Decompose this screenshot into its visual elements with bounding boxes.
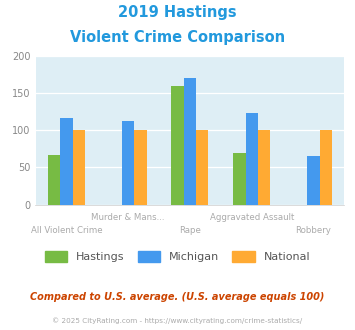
Bar: [258, 130, 270, 205]
Bar: [196, 130, 208, 205]
Text: Murder & Mans...: Murder & Mans...: [91, 213, 165, 222]
Text: Aggravated Assault: Aggravated Assault: [209, 213, 294, 222]
Text: Violent Crime Comparison: Violent Crime Comparison: [70, 30, 285, 45]
Bar: [184, 78, 196, 205]
Bar: [134, 130, 147, 205]
Bar: [72, 130, 85, 205]
Bar: [307, 156, 320, 205]
Text: All Violent Crime: All Violent Crime: [31, 226, 102, 235]
Bar: [60, 118, 72, 205]
Bar: [320, 130, 332, 205]
Bar: [233, 152, 246, 205]
Text: Rape: Rape: [179, 226, 201, 235]
Text: Compared to U.S. average. (U.S. average equals 100): Compared to U.S. average. (U.S. average …: [30, 292, 325, 302]
Bar: [48, 155, 60, 205]
Legend: Hastings, Michigan, National: Hastings, Michigan, National: [40, 247, 315, 267]
Text: Robbery: Robbery: [295, 226, 332, 235]
Text: © 2025 CityRating.com - https://www.cityrating.com/crime-statistics/: © 2025 CityRating.com - https://www.city…: [53, 317, 302, 324]
Bar: [122, 121, 134, 205]
Bar: [246, 113, 258, 205]
Text: 2019 Hastings: 2019 Hastings: [118, 5, 237, 20]
Bar: [171, 86, 184, 205]
